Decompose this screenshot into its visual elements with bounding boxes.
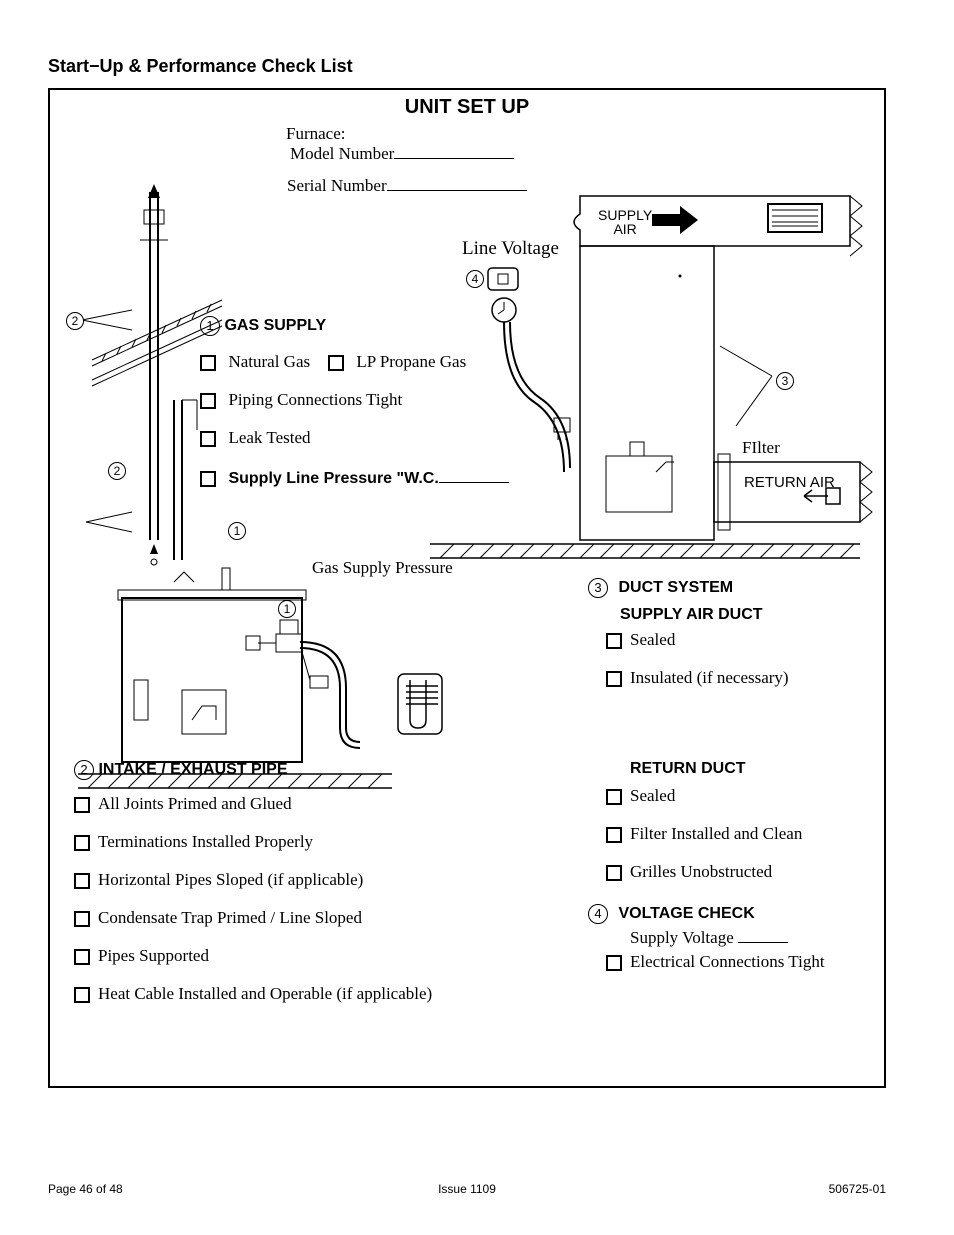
leak-checkbox[interactable] <box>200 431 216 447</box>
duct-system-head: 3 DUCT SYSTEM <box>588 578 733 598</box>
s3r-item-1: Filter Installed and Clean <box>606 824 802 844</box>
s2-item-4: Pipes Supported <box>74 946 432 966</box>
s3r-cb-2[interactable] <box>606 865 622 881</box>
s3r-cb-0[interactable] <box>606 789 622 805</box>
s2-cb-3[interactable] <box>74 911 90 927</box>
callout-2a: 2 <box>66 312 84 330</box>
supply-voltage-row: Supply Voltage <box>630 928 788 948</box>
s2-item-2: Horizontal Pipes Sloped (if applicable) <box>74 870 432 890</box>
piping-row: Piping Connections Tight <box>200 390 402 410</box>
lp-gas-checkbox[interactable] <box>328 355 344 371</box>
gas-supply-head: 1 GAS SUPPLY <box>200 316 326 336</box>
filter-label: FIlter <box>742 438 780 458</box>
s2-item-0: All Joints Primed and Glued <box>74 794 432 814</box>
s2-item-5: Heat Cable Installed and Operable (if ap… <box>74 984 432 1004</box>
s2-item-3: Condensate Trap Primed / Line Sloped <box>74 908 432 928</box>
s3s-item-1: Insulated (if necessary) <box>606 668 789 688</box>
s3r-cb-1[interactable] <box>606 827 622 843</box>
supply-pressure-checkbox[interactable] <box>200 471 216 487</box>
main-box: UNIT SET UP Furnace: Model Number Serial… <box>48 88 886 1088</box>
s3s-item-0: Sealed <box>606 630 789 650</box>
return-air-label: RETURN AIR <box>744 474 835 491</box>
supply-air-duct-title: SUPPLY AIR DUCT <box>620 606 763 624</box>
furnace-diagram <box>62 180 462 740</box>
electrical-checkbox[interactable] <box>606 955 622 971</box>
s3s-cb-1[interactable] <box>606 671 622 687</box>
unit-setup-title: UNIT SET UP <box>50 96 884 119</box>
natural-gas-checkbox[interactable] <box>200 355 216 371</box>
model-number-label: Model Number <box>290 144 514 164</box>
s3r-item-0: Sealed <box>606 786 802 806</box>
furnace-label: Furnace: <box>286 124 345 144</box>
s2-cb-2[interactable] <box>74 873 90 889</box>
return-duct-title: RETURN DUCT <box>630 760 746 778</box>
callout-1a: 1 <box>228 522 246 540</box>
s2-cb-5[interactable] <box>74 987 90 1003</box>
footer-center: Issue 1109 <box>48 1182 886 1196</box>
piping-checkbox[interactable] <box>200 393 216 409</box>
callout-1b: 1 <box>278 600 296 618</box>
leak-row: Leak Tested <box>200 428 311 448</box>
s3s-cb-0[interactable] <box>606 633 622 649</box>
s2-cb-4[interactable] <box>74 949 90 965</box>
electrical-row: Electrical Connections Tight <box>606 952 825 972</box>
intake-exhaust-head: 2 INTAKE / EXHAUST PIPE <box>74 760 288 780</box>
s2-item-1: Terminations Installed Properly <box>74 832 432 852</box>
s2-cb-1[interactable] <box>74 835 90 851</box>
page-footer: Page 46 of 48 Issue 1109 506725-01 <box>48 1182 886 1196</box>
page-title: Start−Up & Performance Check List <box>48 56 353 77</box>
unit-diagram <box>420 186 880 566</box>
callout-3a: 3 <box>776 372 794 390</box>
voltage-check-head: 4 VOLTAGE CHECK <box>588 904 755 924</box>
supply-air-label: SUPPLY AIR <box>598 208 652 236</box>
s3r-item-2: Grilles Unobstructed <box>606 862 802 882</box>
callout-2b: 2 <box>108 462 126 480</box>
s2-cb-0[interactable] <box>74 797 90 813</box>
